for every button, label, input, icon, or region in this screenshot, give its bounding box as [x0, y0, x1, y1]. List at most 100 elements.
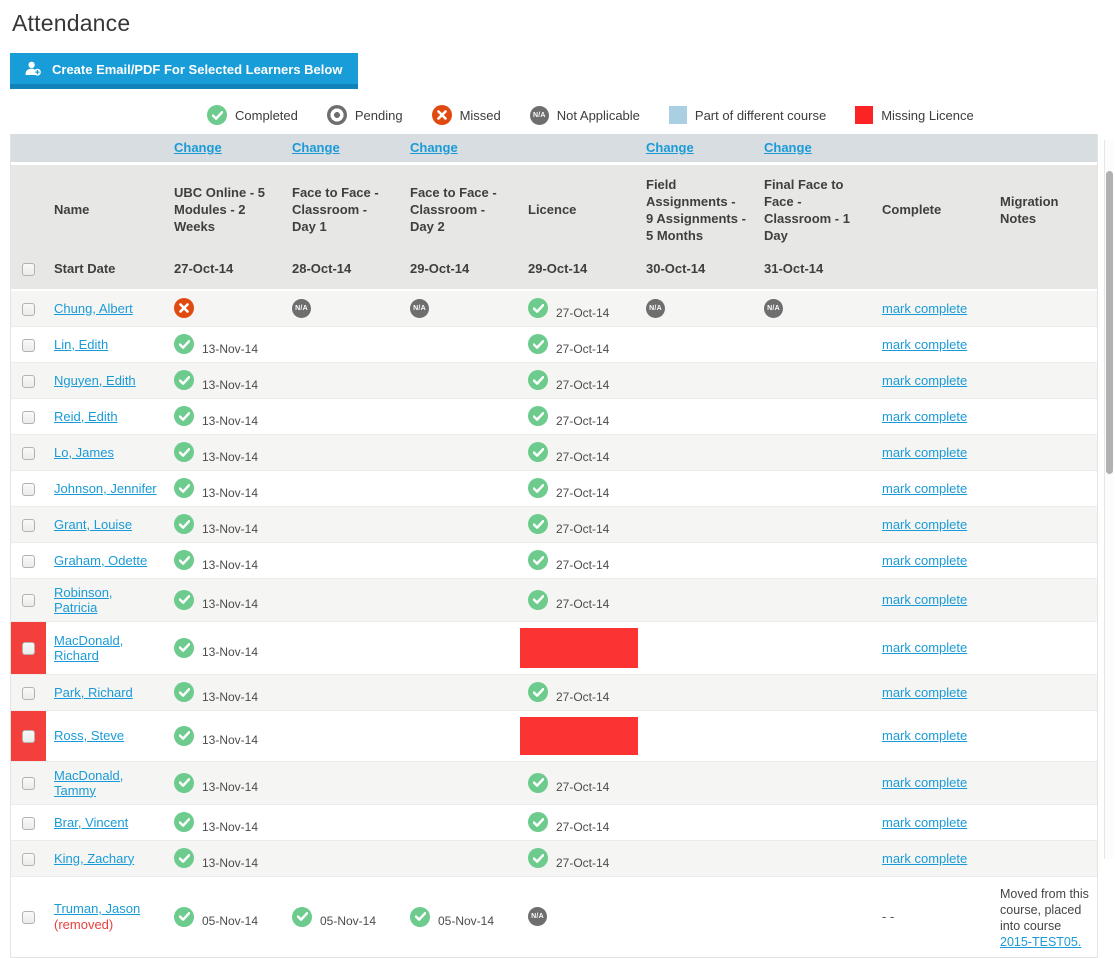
create-email-pdf-button[interactable]: Create Email/PDF For Selected Learners B…	[10, 53, 359, 89]
row-checkbox[interactable]	[22, 554, 35, 568]
change-column-link[interactable]: Change	[410, 140, 458, 155]
column-header-course: Face to Face - Classroom - Day 2	[402, 165, 520, 253]
page-title: Attendance	[12, 10, 131, 36]
mark-complete-link[interactable]: mark complete	[882, 728, 968, 744]
course-status-cell	[402, 839, 520, 876]
course-status-cell	[402, 673, 520, 710]
table-row: Lin, Edith 13-Nov-14 27-Oct-14 mark complet…	[11, 325, 1097, 362]
change-column-link[interactable]: Change	[646, 140, 694, 155]
mark-complete-link[interactable]: mark complete	[882, 552, 968, 568]
course-status-cell	[166, 290, 284, 326]
vertical-scrollbar[interactable]	[1104, 140, 1114, 859]
row-checkbox[interactable]	[22, 374, 35, 388]
row-checkbox[interactable]	[22, 594, 35, 608]
learner-name-link[interactable]: Ross, Steve	[54, 728, 125, 744]
learner-name-link[interactable]: Grant, Louise	[54, 516, 133, 532]
scrollbar-thumb[interactable]	[1106, 171, 1113, 474]
course-status-cell: 27-Oct-14	[520, 541, 638, 578]
mark-complete-link[interactable]: mark complete	[882, 592, 968, 608]
mark-complete-link[interactable]: mark complete	[882, 684, 968, 700]
not-applicable-icon: N/A	[529, 105, 549, 125]
row-checkbox-cell	[11, 325, 46, 362]
row-checkbox[interactable]	[22, 777, 35, 791]
migration-notes-cell	[992, 803, 1097, 840]
status-date: 27-Oct-14	[556, 485, 610, 500]
course-status-cell	[402, 577, 520, 621]
course-status-cell	[638, 397, 756, 434]
migration-course-link[interactable]: 2015-TEST05.	[1000, 935, 1082, 950]
learner-name-cell: Lin, Edith	[46, 325, 166, 362]
row-checkbox[interactable]	[22, 338, 35, 352]
mark-complete-link[interactable]: mark complete	[882, 640, 968, 656]
learner-name-link[interactable]: MacDonald, Tammy	[54, 767, 124, 798]
change-column-link[interactable]: Change	[764, 140, 812, 155]
row-checkbox[interactable]	[22, 482, 35, 496]
mark-complete-link[interactable]: mark complete	[882, 850, 968, 866]
learner-name-link[interactable]: Lo, James	[54, 444, 114, 460]
learner-name-link[interactable]: Nguyen, Edith	[54, 372, 136, 388]
select-all-checkbox[interactable]	[22, 262, 35, 276]
mark-complete-link[interactable]: mark complete	[882, 480, 968, 496]
course-status-cell: 27-Oct-14	[520, 469, 638, 506]
missed-icon	[431, 105, 452, 125]
learner-name-link[interactable]: Truman, Jason	[54, 901, 141, 917]
table-row: Graham, Odette 13-Nov-14 27-Oct-14 mark com…	[11, 541, 1097, 578]
column-header-course: UBC Online - 5 Modules - 2 Weeks	[166, 165, 284, 253]
learner-name-link[interactable]: Chung, Albert	[54, 300, 133, 316]
learner-name-link[interactable]: King, Zachary	[54, 850, 135, 866]
not-applicable-icon: N/A	[646, 298, 665, 318]
migration-notes-cell	[992, 673, 1097, 710]
status: 05-Nov-14	[292, 905, 394, 928]
learner-name-link[interactable]: Graham, Odette	[54, 552, 148, 568]
removed-label: (removed)	[54, 917, 114, 933]
status-date: 27-Oct-14	[556, 521, 610, 536]
migration-notes-cell	[992, 505, 1097, 542]
row-checkbox[interactable]	[22, 518, 35, 532]
mark-complete-link[interactable]: mark complete	[882, 444, 968, 460]
learner-name-link[interactable]: Robinson, Patricia	[54, 584, 113, 615]
row-checkbox[interactable]	[22, 446, 35, 460]
status-date: 27-Oct-14	[556, 341, 610, 356]
mark-complete-link[interactable]: mark complete	[882, 336, 968, 352]
mark-complete-link[interactable]: mark complete	[882, 372, 968, 388]
learner-name-link[interactable]: Johnson, Jennifer	[54, 480, 157, 496]
course-status-cell	[402, 469, 520, 506]
row-checkbox[interactable]	[22, 302, 35, 316]
row-checkbox[interactable]	[22, 686, 35, 700]
course-start-date: 29-Oct-14	[402, 252, 520, 291]
table-row: MacDonald, Richard 13-Nov-14 mark complete	[11, 620, 1097, 674]
completed-icon	[528, 772, 548, 793]
complete-cell: mark complete	[874, 803, 992, 840]
status: 13-Nov-14	[174, 333, 276, 356]
course-status-cell: 13-Nov-14	[166, 469, 284, 506]
change-column-link[interactable]: Change	[174, 140, 222, 155]
row-checkbox[interactable]	[22, 730, 35, 744]
legend-item-not-applicable: N/A Not Applicable	[529, 105, 640, 125]
course-status-cell: 13-Nov-14	[166, 433, 284, 470]
status-date: 27-Oct-14	[556, 413, 610, 428]
change-column-link[interactable]: Change	[292, 140, 340, 155]
mark-complete-link[interactable]: mark complete	[882, 408, 968, 424]
course-status-cell	[756, 577, 874, 621]
learner-name-link[interactable]: Lin, Edith	[54, 336, 109, 352]
learner-name-link[interactable]: Park, Richard	[54, 684, 133, 700]
mark-complete-link[interactable]: mark complete	[882, 814, 968, 830]
change-cell: Change	[756, 134, 874, 165]
row-checkbox[interactable]	[22, 911, 35, 925]
change-cell: Change	[166, 134, 284, 165]
course-status-cell	[284, 469, 402, 506]
mark-complete-link[interactable]: mark complete	[882, 516, 968, 532]
legend-label: Pending	[354, 107, 403, 123]
mark-complete-link[interactable]: mark complete	[882, 300, 968, 316]
create-email-pdf-label: Create Email/PDF For Selected Learners B…	[52, 61, 343, 77]
row-checkbox[interactable]	[22, 852, 35, 866]
learner-name-link[interactable]: Reid, Edith	[54, 408, 118, 424]
mark-complete-link[interactable]: mark complete	[882, 775, 968, 791]
row-checkbox[interactable]	[22, 410, 35, 424]
learner-name-cell: Reid, Edith	[46, 397, 166, 434]
learner-name-link[interactable]: MacDonald, Richard	[54, 632, 124, 663]
row-checkbox-cell	[11, 803, 46, 840]
row-checkbox[interactable]	[22, 642, 35, 656]
row-checkbox[interactable]	[22, 816, 35, 830]
learner-name-link[interactable]: Brar, Vincent	[54, 814, 129, 830]
